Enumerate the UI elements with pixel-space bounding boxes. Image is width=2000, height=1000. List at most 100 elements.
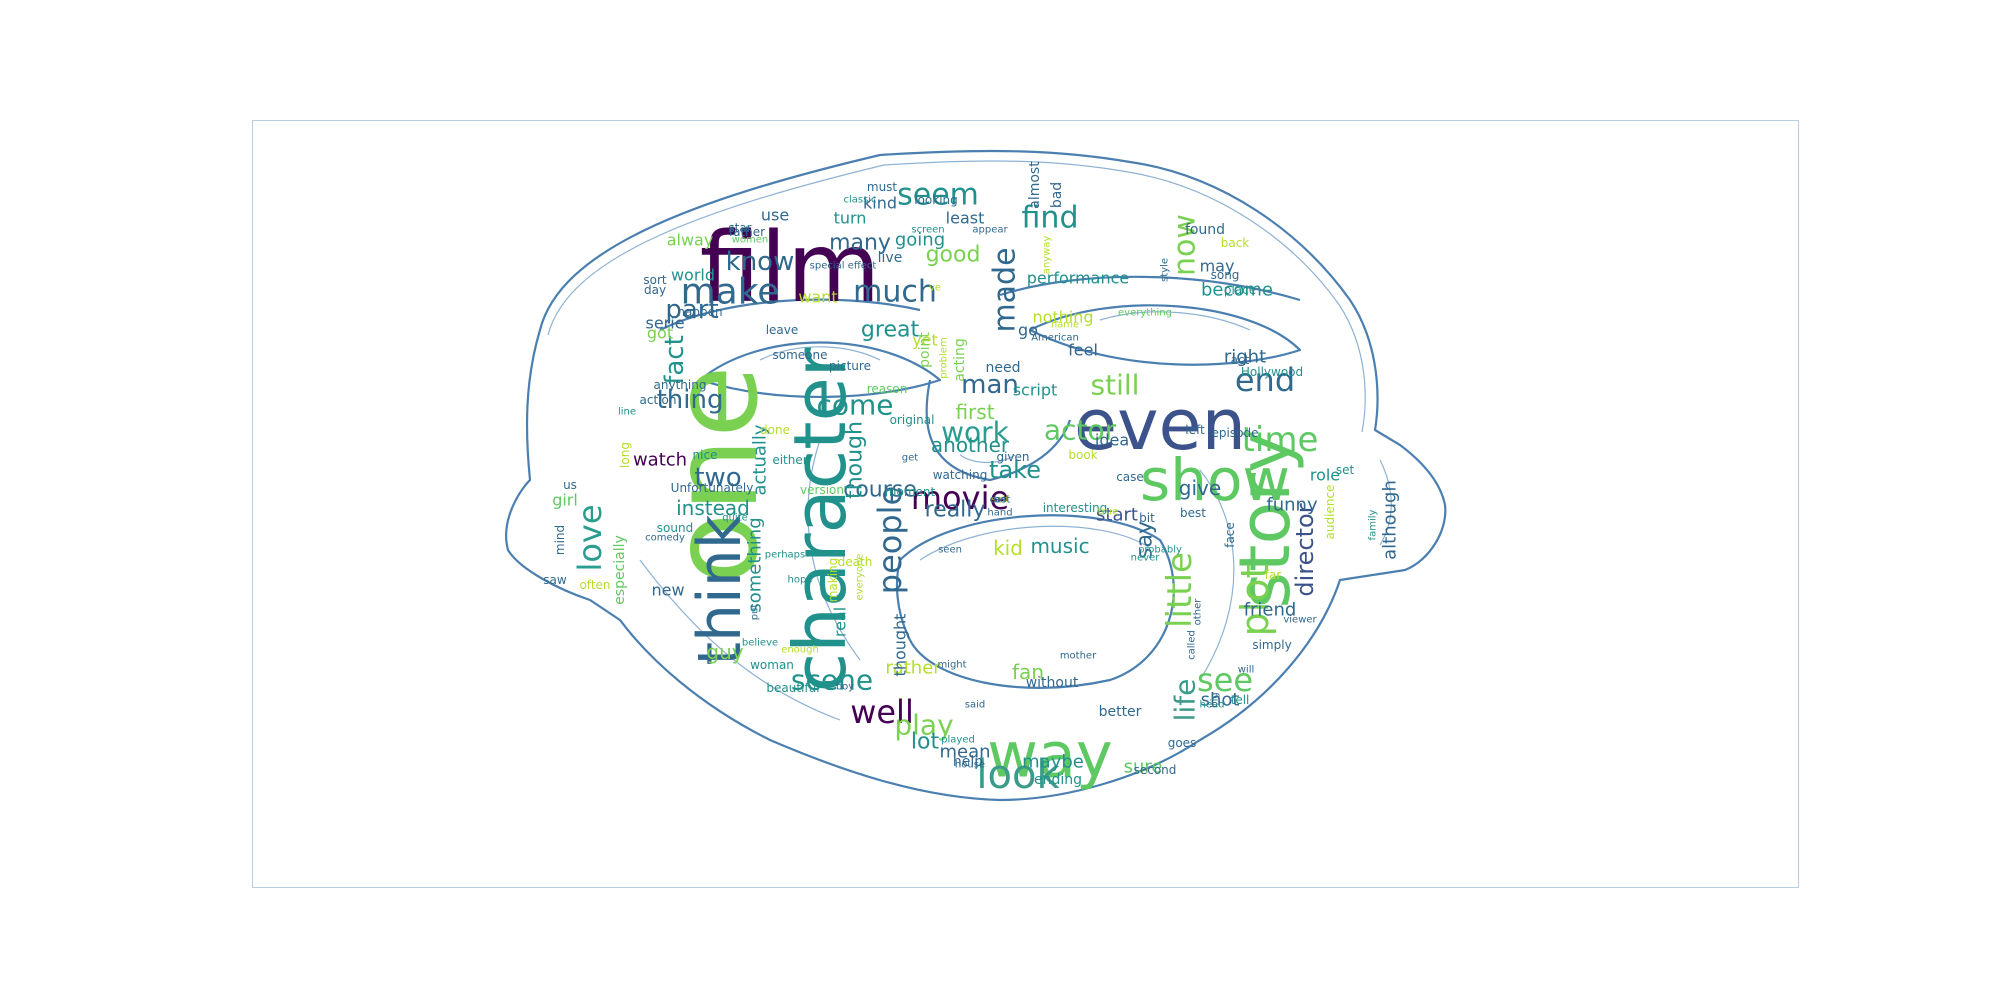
cloud-word: actor bbox=[1044, 414, 1117, 447]
cloud-word: find bbox=[1022, 201, 1079, 236]
cloud-word: anything bbox=[654, 378, 707, 392]
cloud-word: family bbox=[1368, 509, 1379, 540]
cloud-word: use bbox=[761, 206, 789, 225]
cloud-word: especially bbox=[612, 535, 628, 605]
cloud-word: often bbox=[579, 578, 610, 592]
cloud-word: want bbox=[798, 288, 837, 307]
cloud-word: happen bbox=[677, 305, 722, 319]
cloud-word: seen bbox=[938, 545, 962, 556]
cloud-word: shot bbox=[1201, 690, 1240, 711]
cloud-word: screen bbox=[911, 225, 944, 236]
cloud-word: little bbox=[1160, 552, 1200, 628]
cloud-word: watching bbox=[933, 468, 988, 482]
cloud-word: new bbox=[651, 581, 684, 600]
cloud-word: everyone bbox=[855, 554, 866, 601]
cloud-word: sort bbox=[643, 273, 667, 287]
cloud-word: lot bbox=[911, 730, 940, 755]
cloud-word: mean bbox=[939, 742, 990, 763]
cloud-word: face bbox=[1223, 522, 1237, 548]
cloud-word: women bbox=[732, 235, 769, 246]
cloud-word: called bbox=[1187, 630, 1198, 660]
cloud-word: character bbox=[778, 347, 862, 692]
cloud-word: really bbox=[925, 498, 986, 523]
cloud-word: director bbox=[1291, 503, 1319, 596]
cloud-word: ve bbox=[929, 283, 941, 294]
cloud-word: point bbox=[917, 332, 933, 368]
cloud-word: left bbox=[1185, 423, 1205, 437]
cloud-word: nothing bbox=[1032, 308, 1093, 327]
cloud-word: goes bbox=[1168, 736, 1197, 750]
cloud-word: film bbox=[700, 212, 881, 324]
cloud-word: Unfortunately bbox=[671, 481, 754, 495]
cloud-word: tell bbox=[1231, 693, 1250, 707]
cloud-word: beautiful bbox=[766, 681, 819, 695]
cloud-word: got bbox=[647, 324, 673, 343]
cloud-word: enough bbox=[781, 645, 819, 656]
cloud-word: come bbox=[816, 389, 893, 422]
cloud-word: start bbox=[1096, 505, 1138, 526]
cloud-word: maybe bbox=[1022, 752, 1084, 773]
cloud-word: might bbox=[937, 660, 966, 671]
cloud-word: much bbox=[853, 275, 937, 310]
cloud-word: saw bbox=[543, 573, 567, 587]
cloud-word: friend bbox=[1244, 600, 1297, 621]
cloud-word: end bbox=[1235, 361, 1295, 399]
cloud-word: book bbox=[1068, 448, 1097, 462]
cloud-word: acting bbox=[952, 338, 968, 381]
cloud-word: performance bbox=[1027, 269, 1129, 288]
cloud-word: problem bbox=[939, 337, 950, 378]
cloud-word: action bbox=[640, 393, 677, 407]
face-outline bbox=[505, 149, 1447, 802]
cloud-word: day bbox=[644, 283, 666, 297]
cloud-word: believe bbox=[742, 638, 778, 649]
cloud-word: mother bbox=[1060, 651, 1097, 662]
cloud-word: know bbox=[726, 247, 795, 277]
cloud-word: watch bbox=[633, 450, 687, 471]
cloud-word: nice bbox=[693, 448, 718, 462]
cloud-word: far bbox=[1265, 568, 1282, 582]
cloud-word: take bbox=[989, 456, 1041, 484]
cloud-word: world bbox=[671, 266, 715, 285]
figure-frame bbox=[252, 120, 1799, 888]
cloud-word: make bbox=[681, 272, 780, 313]
cloud-word: idea bbox=[1095, 431, 1129, 450]
cloud-word: still bbox=[1091, 369, 1140, 402]
cloud-word: either bbox=[772, 453, 807, 467]
cloud-word: kind bbox=[863, 194, 897, 213]
cloud-word: boy bbox=[836, 682, 854, 693]
cloud-word: alway bbox=[667, 231, 714, 250]
cloud-word: American bbox=[1031, 333, 1079, 344]
cloud-word: become bbox=[1201, 280, 1273, 301]
cloud-word: people bbox=[871, 486, 909, 594]
cloud-word: will bbox=[1238, 665, 1255, 676]
cloud-word: quite bbox=[722, 513, 748, 524]
cloud-word: go bbox=[1018, 321, 1038, 340]
cloud-word: time bbox=[1242, 420, 1319, 460]
cloud-word: course bbox=[843, 478, 917, 503]
cloud-word: good bbox=[926, 243, 981, 268]
cloud-word: put bbox=[750, 604, 761, 621]
cloud-word: life bbox=[1169, 679, 1202, 722]
cloud-word: picture bbox=[829, 359, 871, 373]
cloud-word: thought bbox=[891, 614, 910, 677]
cloud-word: woman bbox=[750, 658, 794, 672]
cloud-word: show bbox=[1140, 446, 1290, 514]
cloud-word: going bbox=[895, 230, 945, 251]
cloud-word: given bbox=[996, 450, 1029, 464]
cloud-word: part bbox=[665, 295, 718, 325]
cloud-word: other bbox=[1193, 598, 1204, 626]
cloud-word: long bbox=[618, 442, 632, 468]
cloud-word: comedy bbox=[645, 533, 685, 544]
cloud-word: look bbox=[976, 752, 1060, 798]
cloud-word: yet bbox=[912, 331, 938, 350]
cloud-word: one bbox=[646, 365, 784, 585]
cloud-word: interesting bbox=[1043, 501, 1108, 515]
cloud-word: version bbox=[800, 483, 844, 497]
cloud-word: cast bbox=[990, 495, 1011, 506]
cloud-word: help bbox=[953, 754, 983, 770]
cloud-word: episode bbox=[1212, 426, 1259, 440]
cloud-word: better bbox=[1099, 704, 1142, 720]
cloud-word: classic bbox=[843, 195, 876, 206]
cloud-word: second bbox=[1134, 763, 1177, 777]
